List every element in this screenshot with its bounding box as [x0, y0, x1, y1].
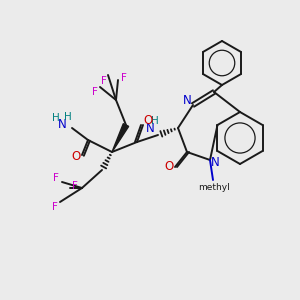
- Text: F: F: [121, 73, 127, 83]
- Text: N: N: [211, 157, 219, 169]
- Text: F: F: [101, 76, 107, 86]
- Text: N: N: [58, 118, 66, 130]
- Text: methyl: methyl: [198, 184, 230, 193]
- Text: F: F: [53, 173, 59, 183]
- Text: H: H: [64, 112, 72, 122]
- Text: O: O: [71, 151, 81, 164]
- Polygon shape: [112, 124, 129, 152]
- Text: H: H: [52, 113, 60, 123]
- Text: H: H: [151, 116, 159, 126]
- Text: F: F: [52, 202, 58, 212]
- Text: F: F: [72, 181, 78, 191]
- Text: F: F: [92, 87, 98, 97]
- Text: N: N: [183, 94, 191, 107]
- Text: O: O: [164, 160, 174, 172]
- Text: N: N: [146, 122, 154, 134]
- Text: O: O: [143, 113, 153, 127]
